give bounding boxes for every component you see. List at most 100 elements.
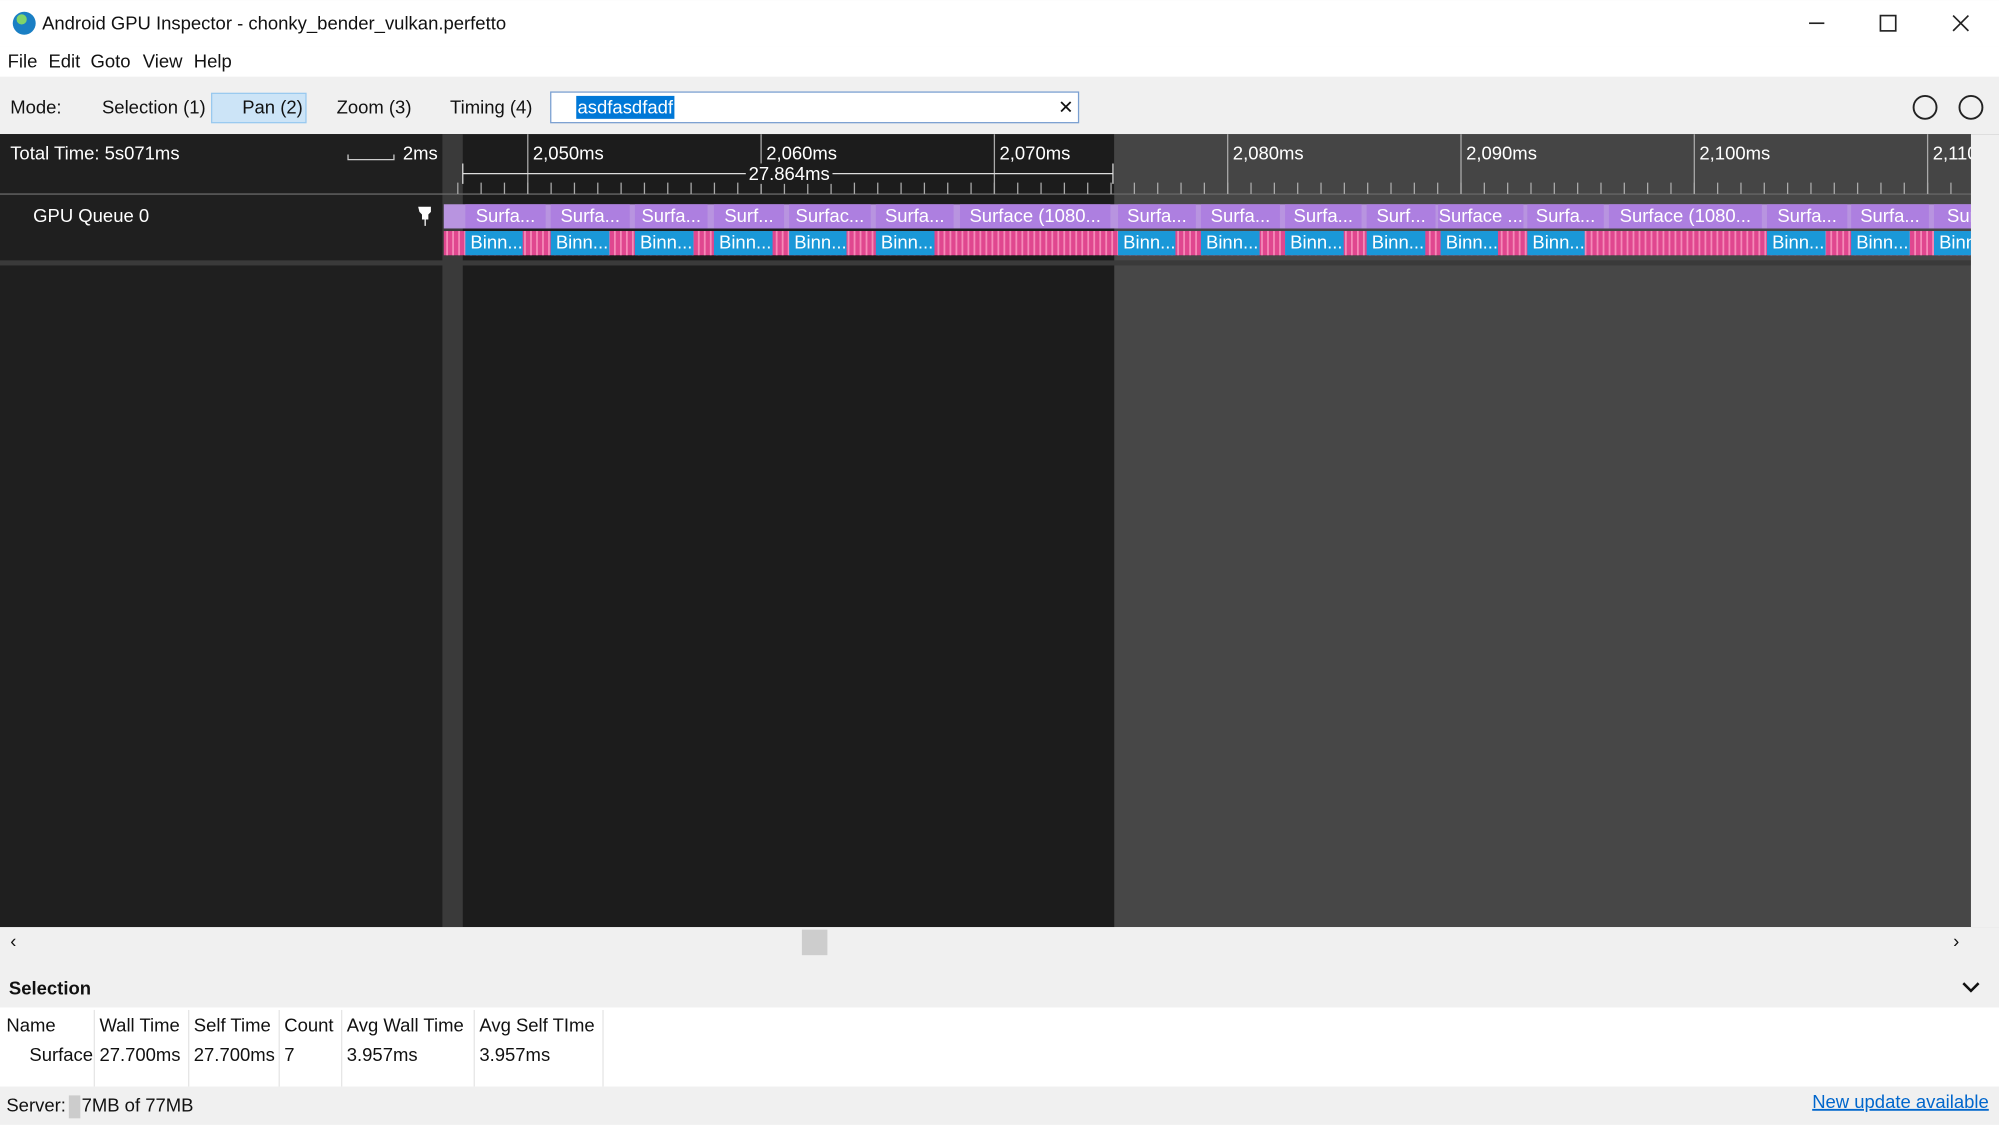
slice[interactable] (1527, 204, 1604, 229)
sub-slice[interactable] (1933, 231, 1989, 256)
search-text[interactable]: asdfasdfadf (578, 97, 674, 118)
slice[interactable] (1366, 204, 1436, 229)
stripe (625, 231, 628, 256)
sub-slice[interactable] (634, 231, 694, 256)
sub-slice[interactable] (1285, 231, 1344, 256)
tick-label: 2,060ms (766, 142, 837, 163)
stripe (1626, 231, 1629, 256)
sub-slice[interactable] (1200, 231, 1260, 256)
stripe (1267, 231, 1269, 256)
menu-item[interactable]: File (8, 51, 38, 72)
stripe (1111, 231, 1114, 256)
stripe (781, 231, 784, 256)
slice[interactable] (1118, 204, 1196, 229)
stripe (1195, 231, 1197, 256)
slice[interactable] (713, 204, 785, 229)
v-scrollbar[interactable] (1970, 134, 1999, 928)
pin-icon[interactable] (418, 206, 431, 226)
help-button[interactable] (1958, 94, 1984, 120)
sub-slice[interactable] (1440, 231, 1498, 256)
slice[interactable] (875, 204, 954, 229)
stripe (1057, 231, 1060, 256)
table-cell: 27.700ms (99, 1044, 180, 1065)
mode-button[interactable]: Selection (1) (102, 97, 206, 118)
slice[interactable] (1285, 204, 1362, 229)
scroll-right[interactable]: › (1953, 930, 1959, 951)
stripe (1003, 231, 1006, 256)
slice[interactable] (550, 204, 630, 229)
collapse-icon[interactable] (1962, 982, 1980, 993)
range-gutter (442, 134, 463, 928)
slice[interactable] (465, 204, 546, 229)
menu-item[interactable]: Help (194, 51, 232, 72)
slice[interactable] (1438, 204, 1524, 229)
sub-slice[interactable] (1366, 231, 1426, 256)
stripe (1075, 231, 1078, 256)
track-name: GPU Queue 0 (33, 205, 149, 226)
sub-slice[interactable] (875, 231, 935, 256)
stripe (1620, 231, 1623, 256)
window-title: Android GPU Inspector - chonky_bender_vu… (42, 12, 506, 34)
h-scroll-thumb[interactable] (801, 929, 828, 956)
stripe (1740, 231, 1743, 256)
status-bar (0, 1086, 1999, 1125)
sub-slice[interactable] (1527, 231, 1585, 256)
mode-button[interactable]: Pan (2) (242, 97, 303, 118)
stripe (853, 231, 856, 256)
sub-slice-label: Binn... (794, 232, 846, 253)
menu-item[interactable]: View (143, 51, 183, 72)
sub-slice[interactable] (789, 231, 847, 256)
stripe (1608, 231, 1611, 256)
slice[interactable] (1851, 204, 1929, 229)
info-button[interactable] (1912, 94, 1938, 120)
stripe (985, 231, 988, 256)
sub-slice[interactable] (550, 231, 610, 256)
sub-slice-label: Binn... (1856, 232, 1908, 253)
slice[interactable] (634, 204, 708, 229)
stripe (1051, 231, 1054, 256)
scroll-left[interactable]: ‹ (10, 930, 16, 951)
tick-label: 2,100ms (1699, 142, 1770, 163)
stripe (1692, 231, 1695, 256)
stripe (1674, 231, 1677, 256)
stripe (1021, 231, 1024, 256)
sub-slice[interactable] (1766, 231, 1826, 256)
stripe (1722, 231, 1725, 256)
slice[interactable] (1933, 204, 1989, 229)
sub-slice[interactable] (1118, 231, 1176, 256)
menu-item[interactable]: Goto (91, 51, 131, 72)
stripe (1614, 231, 1617, 256)
selection-span: 27.864ms (749, 163, 830, 184)
stripe (1656, 231, 1659, 256)
title-bar (0, 0, 1999, 47)
stripe (631, 231, 634, 256)
mode-button[interactable]: Timing (4) (450, 97, 532, 118)
stripe (1069, 231, 1072, 256)
sub-slice[interactable] (465, 231, 523, 256)
stripe (1752, 231, 1755, 256)
stripe (1836, 231, 1839, 256)
scale-label: 2ms (403, 142, 438, 163)
stripe (542, 231, 544, 256)
stripe (1758, 231, 1761, 256)
slice-label: Surfa... (560, 205, 620, 226)
slice[interactable] (959, 204, 1111, 229)
mode-active (210, 92, 307, 124)
stripe (1177, 231, 1180, 256)
slice[interactable] (1200, 204, 1280, 229)
sub-slice[interactable] (713, 231, 773, 256)
menu-item[interactable]: Edit (48, 51, 80, 72)
window-controls[interactable] (1809, 14, 1969, 32)
stripe (949, 231, 952, 256)
stripe (943, 231, 946, 256)
mode-button[interactable]: Zoom (3) (337, 97, 412, 118)
sub-slice[interactable] (1851, 231, 1910, 256)
table-cell[interactable]: Surface (29, 1044, 93, 1065)
stripe (1914, 231, 1917, 256)
slice[interactable] (1766, 204, 1848, 229)
update-link[interactable]: New update available (1812, 1091, 1989, 1112)
slice[interactable] (1608, 204, 1762, 229)
search-clear[interactable]: ✕ (1058, 97, 1073, 118)
slice[interactable] (789, 204, 871, 229)
h-scrollbar[interactable] (0, 927, 1999, 958)
